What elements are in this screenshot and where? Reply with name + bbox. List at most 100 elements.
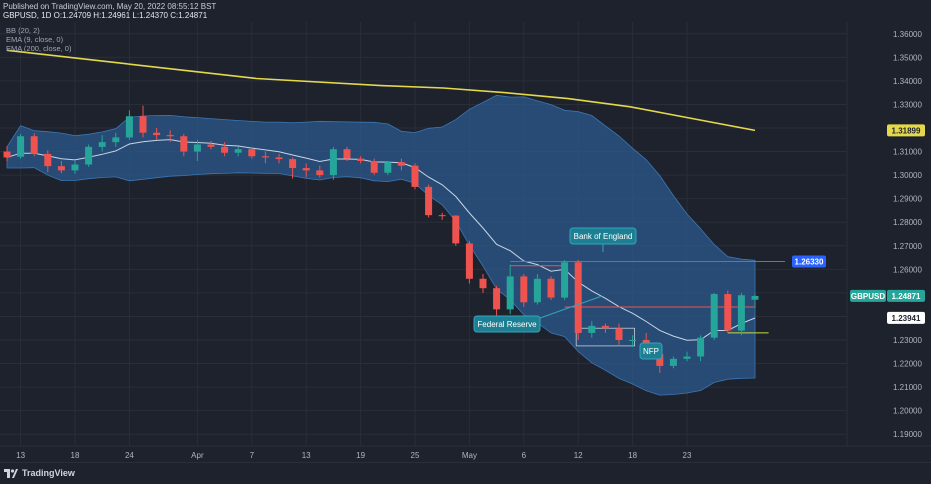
bank-of-england-label: Bank of England (569, 227, 637, 245)
candle-body (112, 137, 120, 143)
last-price-tag: 1.24871 (887, 289, 925, 302)
candle-body (166, 135, 174, 137)
candle-body (221, 146, 229, 153)
candle-body (357, 158, 365, 161)
candle-body (3, 151, 11, 158)
candle-body (506, 276, 514, 310)
nfp-label: NFP (639, 342, 663, 360)
candle-body (425, 186, 433, 216)
ema-9-price-tag-text: 1.23941 (892, 314, 921, 323)
time-tick-label: 13 (16, 451, 25, 460)
candle-body (397, 162, 405, 166)
tradingview-logo[interactable]: TradingView (4, 468, 75, 478)
candle-body (479, 278, 487, 289)
candle (493, 285, 501, 317)
candle (112, 132, 120, 147)
candle-body (533, 278, 541, 303)
candle-body (139, 116, 147, 133)
candle-body (234, 149, 242, 153)
federal-reserve-label: Federal Reserve (473, 315, 541, 333)
candle-body (751, 295, 759, 300)
time-tick-label: 23 (683, 451, 692, 460)
candle-body (601, 325, 609, 329)
candle-body (452, 215, 460, 244)
candle (751, 293, 759, 308)
candle-body (561, 262, 569, 298)
candle (710, 292, 718, 340)
ema-9-price-tag: 1.23941 (887, 311, 925, 324)
price-tick-label: 1.35000 (893, 53, 922, 62)
symbol-tag-text: GBPUSD (851, 292, 885, 301)
candle (520, 274, 528, 308)
candle-body (180, 136, 188, 152)
candle-body (465, 243, 473, 279)
candle-body (275, 157, 283, 160)
candle-body (737, 295, 745, 331)
legend-ema-9[interactable]: EMA (9, close, 0) (6, 35, 64, 44)
published-info: Published on TradingView.com, May 20, 20… (3, 2, 217, 11)
legend-ema-200[interactable]: EMA (200, close, 0) (6, 44, 72, 53)
candle-body (44, 153, 52, 167)
candle (370, 158, 378, 176)
candle (180, 133, 188, 157)
price-tick-label: 1.30000 (893, 171, 922, 180)
chart-header: Published on TradingView.com, May 20, 20… (0, 0, 931, 22)
candle (737, 292, 745, 336)
candle (425, 184, 433, 218)
last-price-tag-bg (887, 289, 925, 302)
candle-body (316, 170, 324, 176)
time-tick-label: 19 (356, 451, 365, 460)
candle-body (547, 278, 555, 298)
candle (397, 158, 405, 171)
nfp-label-text: NFP (643, 347, 659, 356)
price-tick-label: 1.34000 (893, 77, 922, 86)
time-tick-label: 18 (628, 451, 637, 460)
bank-of-england-label-text: Bank of England (574, 232, 633, 241)
ema-200-line (6, 49, 756, 132)
time-tick-label: May (462, 451, 477, 460)
candle (479, 274, 487, 293)
candle-body (384, 162, 392, 173)
price-tick-label: 1.23000 (893, 336, 922, 345)
candle (683, 351, 691, 362)
time-tick-label: 18 (71, 451, 80, 460)
candle (533, 274, 541, 305)
legend-bollinger[interactable]: BB (20, 2) (6, 26, 40, 35)
candle (588, 321, 596, 338)
candle-body (520, 276, 528, 303)
candle-body (669, 358, 677, 366)
candle (289, 157, 297, 179)
price-tick-label: 1.33000 (893, 100, 922, 109)
candle (71, 160, 79, 174)
candle (44, 150, 52, 173)
price-tick-label: 1.28000 (893, 218, 922, 227)
candle (697, 335, 705, 362)
time-tick-label: 25 (411, 451, 420, 460)
tradingview-logo-icon (4, 468, 18, 478)
candle-body (370, 160, 378, 173)
brand-name: TradingView (22, 468, 75, 478)
ema-200-price-tag-text: 1.31899 (892, 126, 921, 135)
candle (506, 264, 514, 315)
price-axis-area (847, 22, 931, 446)
indicator-legend: BB (20, 2) EMA (9, close, 0) EMA (200, c… (6, 26, 71, 53)
price-tick-label: 1.19000 (893, 430, 922, 439)
bollinger-band-area (6, 94, 756, 396)
candle-body (302, 168, 310, 171)
candle-body (98, 142, 106, 147)
price-tick-label: 1.36000 (893, 30, 922, 39)
ohlc-readout: GBPUSD, 1D O:1.24709 H:1.24961 L:1.24370… (3, 11, 208, 20)
candle (669, 356, 677, 369)
candle (601, 323, 609, 333)
candle (153, 128, 161, 140)
candle (193, 139, 201, 161)
candle-body (71, 164, 79, 171)
price-chart[interactable]: Bank of England Federal Reserve NFP 1.19000… (0, 0, 931, 462)
symbol-tag: GBPUSD (850, 289, 886, 302)
federal-reserve-label-text: Federal Reserve (477, 320, 537, 329)
candle (452, 215, 460, 246)
candle (3, 146, 11, 161)
candle-body (683, 356, 691, 359)
candle-body (438, 215, 446, 217)
candle (207, 140, 215, 150)
